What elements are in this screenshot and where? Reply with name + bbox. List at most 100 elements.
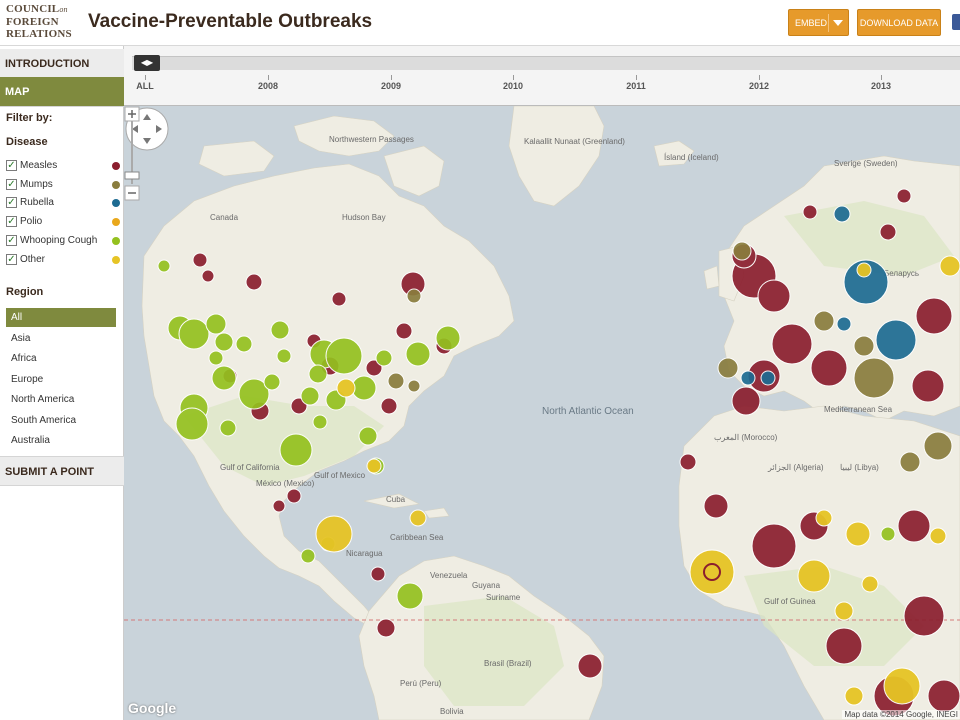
outbreak-marker[interactable]	[757, 279, 791, 313]
outbreak-marker[interactable]	[387, 372, 405, 390]
map-canvas[interactable]: Northwestern Passages Canada Hudson Bay …	[124, 106, 960, 720]
timeline-track[interactable]	[132, 56, 960, 70]
outbreak-marker[interactable]	[245, 273, 263, 291]
region-africa[interactable]: Africa	[11, 353, 37, 364]
outbreak-marker[interactable]	[813, 310, 835, 332]
pan-right-icon[interactable]	[156, 125, 162, 133]
outbreak-marker[interactable]	[843, 259, 889, 305]
checkbox-whooping-cough[interactable]: ✓	[6, 235, 17, 246]
outbreak-marker[interactable]	[157, 259, 171, 273]
pan-down-icon[interactable]	[143, 138, 151, 144]
outbreak-marker[interactable]	[315, 515, 353, 553]
outbreak-marker[interactable]	[939, 255, 960, 277]
outbreak-marker[interactable]	[845, 521, 871, 547]
disease-filter-mumps[interactable]: ✓ Mumps	[6, 177, 120, 193]
timeline-label-all[interactable]: ALL	[136, 81, 154, 91]
outbreak-marker[interactable]	[883, 667, 921, 705]
timeline-label-2011[interactable]: 2011	[626, 81, 646, 91]
checkbox-mumps[interactable]: ✓	[6, 179, 17, 190]
outbreak-marker[interactable]	[853, 357, 895, 399]
facebook-icon[interactable]	[952, 14, 960, 30]
outbreak-marker[interactable]	[407, 379, 421, 393]
outbreak-marker[interactable]	[370, 566, 386, 582]
disease-filter-polio[interactable]: ✓ Polio	[6, 214, 120, 230]
outbreak-marker[interactable]	[405, 341, 431, 367]
left-right-arrows-icon[interactable]: ◀▶	[134, 55, 160, 71]
outbreak-marker[interactable]	[929, 527, 947, 545]
outbreak-marker[interactable]	[802, 204, 818, 220]
google-logo[interactable]: Google	[128, 700, 177, 716]
region-asia[interactable]: Asia	[11, 333, 31, 344]
outbreak-marker[interactable]	[810, 349, 848, 387]
timeline-label-2010[interactable]: 2010	[502, 81, 524, 91]
outbreak-marker[interactable]	[880, 526, 896, 542]
outbreak-marker[interactable]	[300, 386, 320, 406]
outbreak-marker[interactable]	[836, 316, 852, 332]
outbreak-marker[interactable]	[208, 350, 224, 366]
outbreak-marker[interactable]	[336, 378, 356, 398]
checkbox-other[interactable]: ✓	[6, 254, 17, 265]
outbreak-marker[interactable]	[797, 559, 831, 593]
timeline-label-2009[interactable]: 2009	[380, 81, 402, 91]
outbreak-marker[interactable]	[703, 493, 729, 519]
outbreak-marker[interactable]	[358, 426, 378, 446]
cfr-logo[interactable]: COUNCILon FOREIGN RELATIONS	[6, 3, 76, 41]
outbreak-marker[interactable]	[286, 488, 302, 504]
outbreak-marker[interactable]	[875, 319, 917, 361]
outbreak-marker[interactable]	[903, 595, 945, 637]
outbreak-marker[interactable]	[856, 262, 872, 278]
outbreak-marker[interactable]	[211, 365, 237, 391]
outbreak-marker[interactable]	[915, 297, 953, 335]
embed-button[interactable]: EMBED	[788, 9, 849, 36]
disease-filter-other[interactable]: ✓ Other	[6, 252, 120, 268]
outbreak-marker[interactable]	[879, 223, 897, 241]
region-south-america[interactable]: South America	[11, 415, 77, 426]
outbreak-marker[interactable]	[263, 373, 281, 391]
outbreak-marker[interactable]	[312, 414, 328, 430]
region-europe[interactable]: Europe	[11, 374, 44, 385]
outbreak-marker[interactable]	[435, 325, 461, 351]
zoom-slider-handle[interactable]	[124, 171, 140, 180]
outbreak-marker[interactable]	[396, 582, 424, 610]
pan-left-icon[interactable]	[132, 125, 138, 133]
outbreak-marker[interactable]	[771, 323, 813, 365]
outbreak-marker[interactable]	[351, 375, 377, 401]
outbreak-marker[interactable]	[844, 686, 864, 706]
nav-introduction[interactable]: INTRODUCTION	[0, 49, 124, 79]
checkbox-polio[interactable]: ✓	[6, 216, 17, 227]
outbreak-marker[interactable]	[376, 618, 396, 638]
outbreak-marker[interactable]	[731, 386, 761, 416]
outbreak-marker[interactable]	[331, 291, 347, 307]
region-australia[interactable]: Australia	[11, 435, 50, 446]
outbreak-marker[interactable]	[751, 523, 797, 569]
outbreak-marker[interactable]	[279, 433, 313, 467]
checkbox-rubella[interactable]: ✓	[6, 197, 17, 208]
outbreak-marker[interactable]	[375, 349, 393, 367]
outbreak-marker[interactable]	[325, 337, 363, 375]
outbreak-marker[interactable]	[192, 252, 208, 268]
outbreak-marker[interactable]	[732, 241, 752, 261]
outbreak-marker[interactable]	[219, 419, 237, 437]
outbreak-marker[interactable]	[214, 332, 234, 352]
outbreak-marker[interactable]	[238, 378, 270, 410]
outbreak-marker[interactable]	[825, 627, 863, 665]
zoom-control[interactable]	[124, 106, 140, 202]
outbreak-marker[interactable]	[899, 451, 921, 473]
region-all[interactable]: All	[6, 308, 116, 327]
region-north-america[interactable]: North America	[11, 394, 75, 405]
outbreak-marker[interactable]	[689, 549, 735, 595]
pan-up-icon[interactable]	[143, 114, 151, 120]
outbreak-marker[interactable]	[205, 313, 227, 335]
outbreak-marker[interactable]	[927, 679, 960, 713]
timeline-label-2012[interactable]: 2012	[748, 81, 770, 91]
outbreak-marker[interactable]	[853, 335, 875, 357]
nav-submit-a-point[interactable]: SUBMIT A POINT	[0, 456, 124, 486]
outbreak-marker[interactable]	[175, 407, 209, 441]
timeline-label-2008[interactable]: 2008	[257, 81, 279, 91]
checkbox-measles[interactable]: ✓	[6, 160, 17, 171]
outbreak-marker[interactable]	[380, 397, 398, 415]
outbreak-marker[interactable]	[406, 288, 422, 304]
outbreak-marker[interactable]	[833, 205, 851, 223]
outbreak-marker[interactable]	[861, 575, 879, 593]
outbreak-marker[interactable]	[923, 431, 953, 461]
